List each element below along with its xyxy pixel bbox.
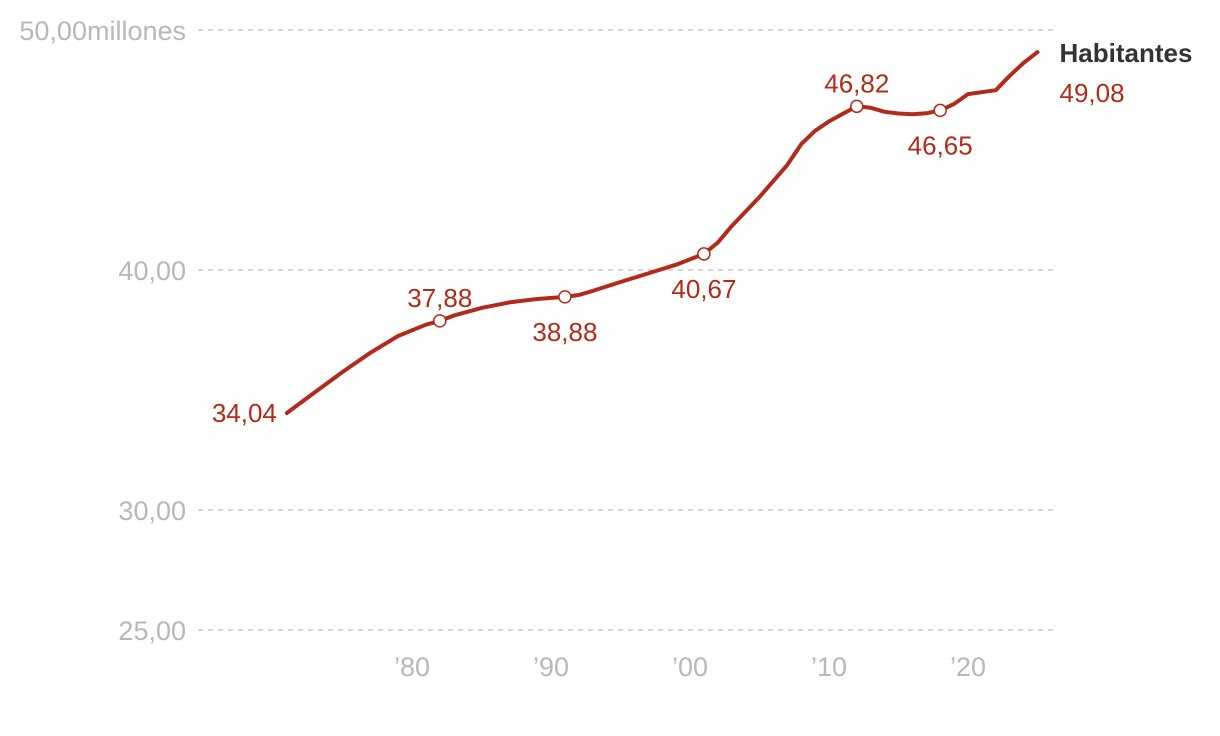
annotation-layer: 34,04 37,88 38,88 40,67 46,82 46,65 49,08 Habit… bbox=[212, 38, 1193, 428]
grid-layer bbox=[198, 29, 1056, 631]
x-tick-label: ’10 bbox=[811, 652, 847, 682]
data-label: 37,88 bbox=[407, 283, 472, 313]
x-tick-label: ’90 bbox=[533, 652, 569, 682]
y-tick-label: 50,00millones bbox=[19, 16, 186, 46]
data-label: 46,82 bbox=[824, 68, 889, 98]
data-point-marker bbox=[850, 99, 864, 114]
data-point-marker bbox=[697, 247, 711, 261]
y-tick-label: 30,00 bbox=[118, 496, 186, 526]
series-line-habitantes bbox=[284, 50, 1040, 415]
y-axis: 25,00 30,00 40,00 50,00millones bbox=[19, 16, 186, 646]
data-label: 46,65 bbox=[908, 130, 973, 160]
data-point-marker bbox=[933, 103, 947, 118]
data-label: 40,67 bbox=[671, 274, 736, 304]
series-name-label: Habitantes bbox=[1060, 38, 1193, 68]
data-point-marker bbox=[433, 314, 447, 328]
x-tick-label: ’80 bbox=[394, 652, 430, 682]
data-label: 34,04 bbox=[212, 398, 277, 428]
y-tick-label: 40,00 bbox=[118, 256, 186, 286]
data-point-marker bbox=[558, 290, 572, 304]
data-label: 49,08 bbox=[1060, 78, 1125, 108]
x-tick-label: ’00 bbox=[672, 652, 708, 682]
x-axis: ’80 ’90 ’00 ’10 ’20 bbox=[394, 652, 986, 682]
y-tick-label: 25,00 bbox=[118, 616, 186, 646]
x-tick-label: ’20 bbox=[950, 652, 986, 682]
series-layer bbox=[284, 50, 1040, 415]
data-label: 38,88 bbox=[532, 317, 597, 347]
